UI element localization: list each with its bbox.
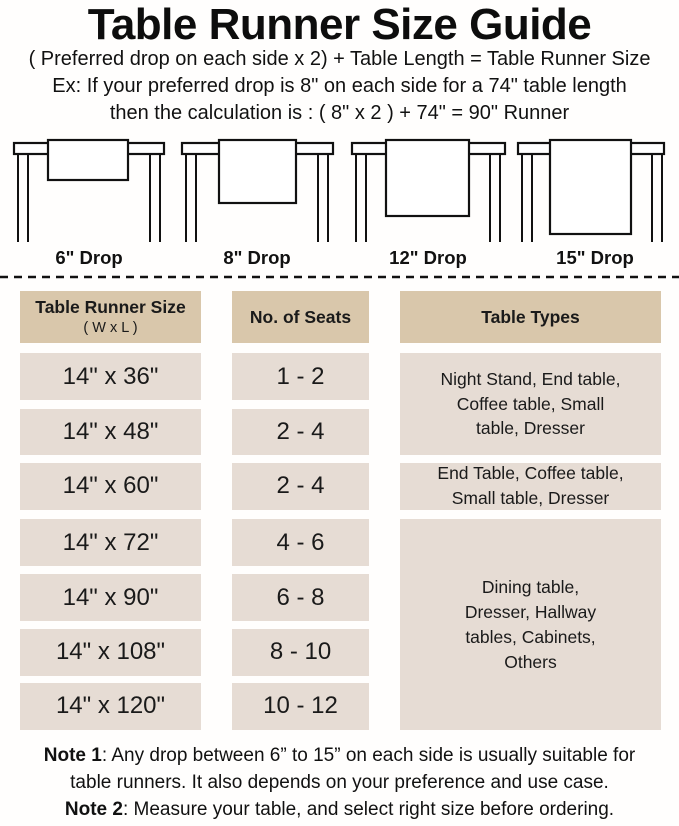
svg-text:12" Drop: 12" Drop [389,247,467,268]
svg-text:8" Drop: 8" Drop [223,247,290,268]
svg-text:15" Drop: 15" Drop [556,247,634,268]
svg-text:6" Drop: 6" Drop [55,247,122,268]
